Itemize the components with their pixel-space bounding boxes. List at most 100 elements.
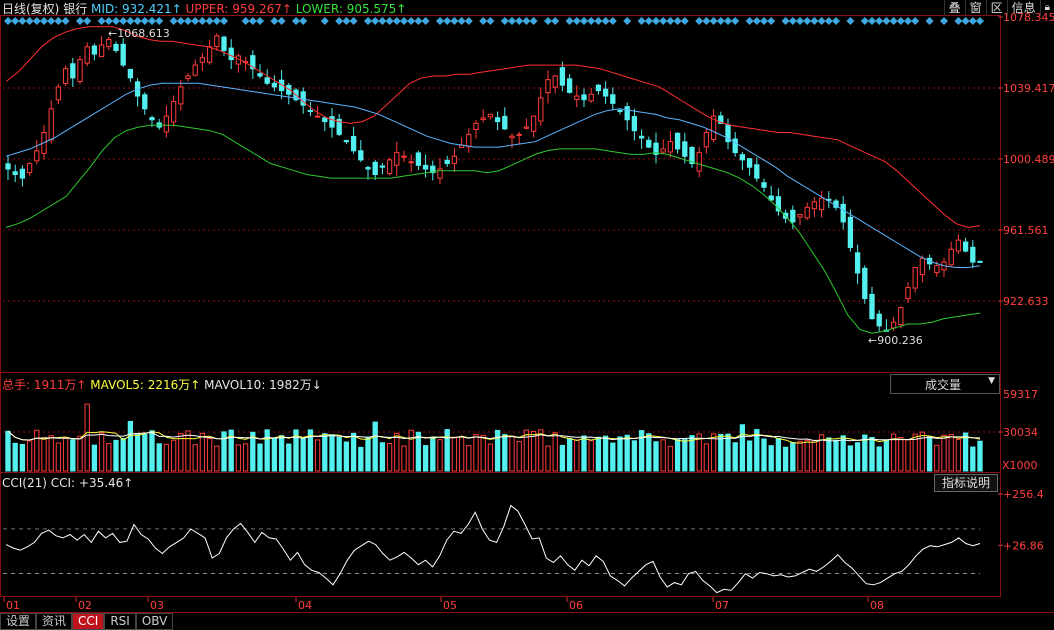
event-diamond-icon [767, 17, 776, 25]
candle-body [430, 165, 436, 174]
candle-body [408, 161, 414, 164]
volume-bar [271, 438, 278, 472]
volume-bar [703, 443, 710, 472]
event-diamond-icon [781, 17, 790, 25]
volume-bar [941, 434, 947, 472]
event-diamond-icon [198, 17, 207, 25]
event-diamond-icon [18, 17, 27, 25]
volume-bar [365, 436, 371, 472]
candle-body [977, 260, 983, 263]
event-diamond-icon [882, 17, 891, 25]
tab-cci[interactable]: CCI [72, 613, 105, 630]
volume-bar [566, 437, 573, 472]
volume-indicator-select[interactable]: 成交量 ▼ [890, 374, 1000, 394]
volume-bar [278, 435, 285, 472]
event-diamond-icon [25, 17, 34, 25]
event-diamond-icon [529, 17, 538, 25]
volume-bar [437, 439, 443, 472]
volume-bar [502, 434, 508, 472]
candle-body [343, 140, 350, 143]
volume-bar [415, 431, 422, 472]
volume-bar [516, 441, 522, 472]
volume-bar [638, 430, 645, 472]
event-diamond-icon [436, 17, 444, 25]
volume-bar [106, 443, 112, 472]
lock-icon[interactable]: 🔒︎ [1039, 0, 1054, 16]
volume-bar [509, 435, 515, 472]
candle-body [358, 150, 364, 161]
volume-bar [120, 438, 126, 472]
candle-body [970, 246, 976, 263]
event-diamond-icon [371, 17, 380, 25]
event-diamond-icon [4, 17, 12, 25]
event-diamond-icon [104, 17, 113, 25]
volume-bar [55, 442, 62, 472]
event-diamond-icon [364, 17, 372, 25]
cci-line [5, 504, 981, 594]
volume-bar [602, 435, 609, 472]
window-button[interactable]: 窗 [964, 0, 986, 16]
candle-body [610, 94, 616, 104]
candle-body [379, 165, 386, 168]
price-tick-label: 1000.489 [1003, 153, 1054, 166]
candle-body [530, 115, 537, 132]
volume-bar [962, 432, 969, 472]
volume-unit-label: X1000 [1002, 459, 1038, 472]
event-diamond-icon [407, 17, 416, 25]
candle-body [214, 35, 220, 47]
volume-bar [34, 429, 40, 472]
candle-body [559, 67, 566, 86]
volume-bar [430, 436, 436, 472]
indicator-help-button[interactable]: 指标说明 [934, 474, 998, 492]
event-diamond-icon [623, 17, 632, 25]
candle-body [91, 45, 98, 55]
event-diamond-icon [580, 17, 588, 25]
info-button[interactable]: 信息 [1006, 0, 1040, 16]
volume-bar [919, 431, 926, 472]
candle-body [674, 132, 681, 150]
tab-settings[interactable]: 设置 [0, 613, 37, 630]
event-diamond-icon [450, 17, 459, 25]
candle-body [761, 182, 767, 188]
event-diamond-icon [479, 17, 488, 25]
stock-name: 银行 [63, 2, 88, 16]
event-diamond-icon [760, 17, 768, 25]
overlay-button[interactable]: 叠 [943, 0, 965, 16]
candle-body [523, 126, 530, 129]
candle-body [739, 154, 746, 161]
volume-select-value: 成交量 [925, 378, 962, 392]
candle-body [19, 168, 26, 179]
volume-bar [19, 443, 26, 472]
volume-bar [466, 445, 472, 472]
candle-body [689, 146, 695, 165]
volume-bar [912, 433, 918, 472]
candle-body [638, 135, 645, 139]
boll-mid-line [5, 82, 981, 268]
candle-body [862, 267, 868, 300]
volume-bar [358, 446, 364, 472]
event-diamond-icon [133, 17, 142, 25]
event-diamond-icon [349, 17, 358, 25]
volume-bar [631, 440, 638, 472]
tab-obv[interactable]: OBV [135, 613, 174, 630]
volume-bar [898, 437, 904, 472]
event-diamond-icon [11, 17, 20, 25]
volume-bar [142, 433, 148, 472]
candle-body [811, 201, 818, 210]
volume-bar [847, 445, 854, 472]
tab-news[interactable]: 资讯 [36, 613, 73, 630]
candle-body [178, 86, 184, 105]
event-diamond-icon [378, 17, 387, 25]
event-diamond-icon [335, 17, 344, 25]
candle-body [595, 84, 602, 92]
volume-bar [487, 443, 494, 472]
candle-body [574, 95, 580, 100]
volume-bar [62, 437, 69, 472]
candle-body [120, 43, 126, 66]
range-button[interactable]: 区 [985, 0, 1007, 16]
volume-bar [494, 429, 501, 472]
volume-bar [782, 446, 789, 472]
tab-rsi[interactable]: RSI [104, 613, 136, 630]
event-diamond-icon [608, 17, 617, 25]
